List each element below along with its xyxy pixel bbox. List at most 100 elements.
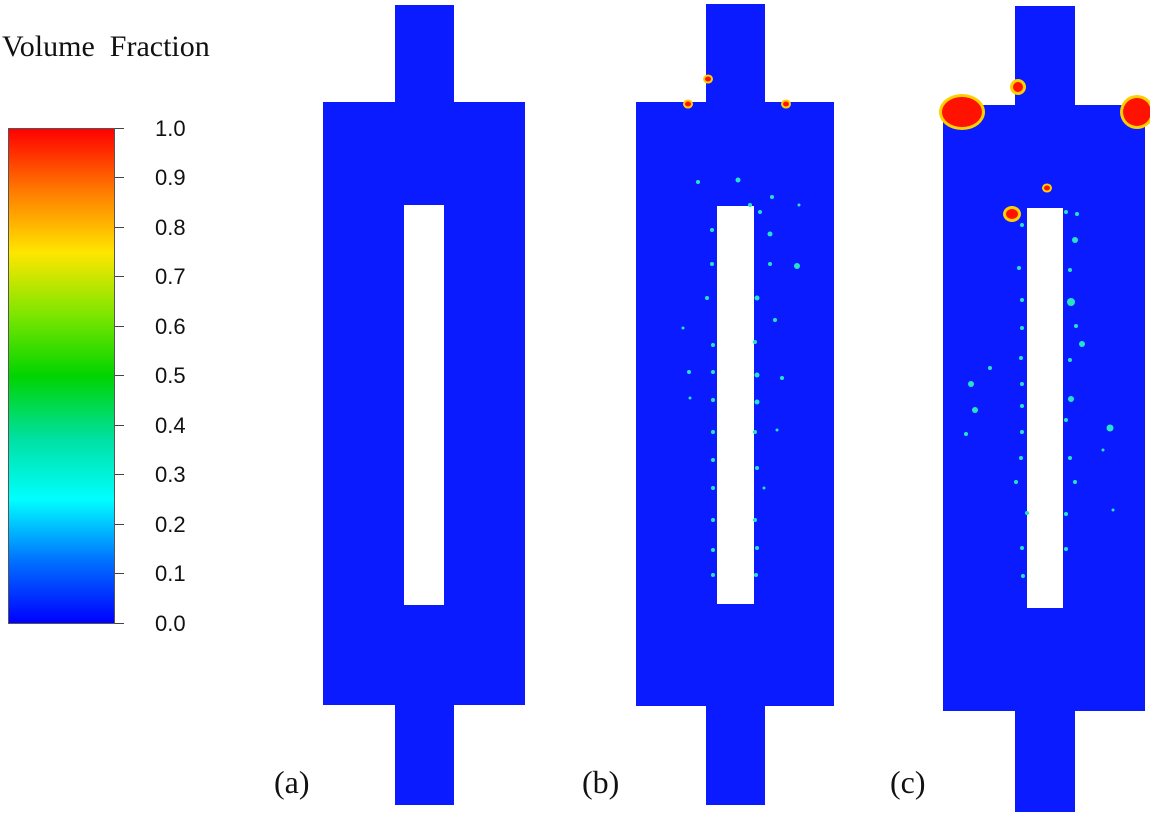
bubble bbox=[797, 203, 801, 207]
bubble bbox=[1020, 404, 1024, 408]
bubble bbox=[1014, 480, 1018, 484]
center-obstacle bbox=[1027, 208, 1063, 608]
bubble bbox=[770, 195, 774, 199]
bubble bbox=[762, 486, 766, 490]
bubble bbox=[1068, 396, 1074, 402]
bubble bbox=[681, 326, 685, 330]
bubble bbox=[1068, 358, 1072, 362]
bubble bbox=[758, 210, 762, 214]
bubble bbox=[755, 466, 759, 470]
bubble bbox=[964, 432, 968, 436]
bubble bbox=[1017, 266, 1021, 270]
bubble bbox=[1073, 480, 1077, 484]
bubble bbox=[754, 399, 760, 405]
colorbar-label: 0.4 bbox=[155, 413, 186, 438]
bubble bbox=[1111, 508, 1115, 512]
bubble bbox=[711, 548, 715, 552]
bubble bbox=[696, 180, 700, 184]
bubble bbox=[1079, 341, 1085, 347]
colorbar-label: 1.0 bbox=[155, 116, 186, 141]
bubble bbox=[783, 101, 789, 107]
bubble bbox=[748, 203, 752, 207]
panel-b bbox=[636, 4, 834, 805]
colorbar-label: 0.0 bbox=[155, 611, 186, 636]
colorbar-label: 0.6 bbox=[155, 314, 186, 339]
bubble bbox=[1044, 185, 1050, 191]
bubble bbox=[711, 518, 715, 522]
bubble bbox=[753, 518, 757, 522]
colorbar-tick bbox=[115, 326, 124, 327]
colorbar-label: 0.8 bbox=[155, 215, 186, 240]
bubble bbox=[1020, 430, 1024, 434]
colorbar-tick bbox=[115, 177, 124, 178]
bubble bbox=[711, 430, 715, 434]
colorbar-label: 0.3 bbox=[155, 462, 186, 487]
bubble bbox=[1020, 298, 1024, 302]
bubble bbox=[1019, 356, 1023, 360]
bubble bbox=[775, 428, 779, 432]
colorbar-tick bbox=[115, 474, 124, 475]
panel-label-b: (b) bbox=[582, 764, 620, 800]
bubble bbox=[1020, 326, 1024, 330]
bubble bbox=[1020, 382, 1024, 386]
bubble bbox=[705, 76, 711, 82]
bubble bbox=[711, 398, 715, 402]
bubble bbox=[794, 263, 800, 269]
center-obstacle bbox=[404, 205, 444, 605]
panel-c bbox=[939, 6, 1150, 812]
bubble bbox=[754, 372, 760, 378]
bubble bbox=[754, 295, 760, 301]
colorbar-tick bbox=[115, 524, 124, 525]
bubble bbox=[1019, 456, 1023, 460]
bubble bbox=[711, 458, 715, 462]
bubble bbox=[711, 343, 715, 347]
colorbar-label: 0.1 bbox=[155, 561, 186, 586]
bubble bbox=[754, 573, 758, 577]
panel-label-c: (c) bbox=[890, 764, 926, 800]
colorbar-tick bbox=[115, 573, 124, 574]
bubble bbox=[688, 396, 692, 400]
bubble bbox=[711, 370, 715, 374]
bubble bbox=[972, 407, 978, 413]
bubble bbox=[968, 381, 974, 387]
colorbar-tick bbox=[115, 227, 124, 228]
inlet-channel bbox=[395, 5, 454, 105]
panel-label-a: (a) bbox=[274, 764, 310, 800]
bubble bbox=[753, 340, 757, 344]
bubble bbox=[1025, 511, 1029, 515]
panel-a bbox=[323, 5, 525, 805]
bubble bbox=[1064, 418, 1068, 422]
bubble bbox=[1021, 574, 1025, 578]
colorbar-label: 0.2 bbox=[155, 512, 186, 537]
bubble bbox=[735, 177, 741, 183]
bubble bbox=[1067, 298, 1075, 306]
bubble-group bbox=[681, 74, 801, 577]
colorbar-label: 0.9 bbox=[155, 165, 186, 190]
bubble bbox=[1101, 448, 1105, 452]
bubble bbox=[767, 231, 773, 237]
bubble bbox=[755, 546, 759, 550]
bubble bbox=[1106, 424, 1114, 432]
colorbar bbox=[8, 128, 115, 624]
bubble bbox=[1064, 512, 1068, 516]
bubble bbox=[780, 376, 784, 380]
bubble bbox=[1020, 223, 1024, 227]
bubble bbox=[1123, 98, 1150, 126]
bubble bbox=[685, 101, 691, 107]
colorbar-title: Volume Fraction bbox=[2, 30, 210, 63]
bubble-group bbox=[939, 79, 1150, 578]
bubble bbox=[1020, 546, 1024, 550]
bubble bbox=[1064, 547, 1068, 551]
colorbar-tick bbox=[115, 425, 124, 426]
bubble bbox=[1074, 324, 1078, 328]
colorbar-tick bbox=[115, 375, 124, 376]
colorbar-label: 0.7 bbox=[155, 264, 186, 289]
inlet-channel bbox=[1015, 6, 1075, 108]
outlet-channel bbox=[1015, 708, 1075, 812]
outlet-channel bbox=[395, 702, 454, 805]
bubble bbox=[710, 228, 714, 232]
bubble bbox=[1068, 456, 1072, 460]
center-obstacle bbox=[717, 206, 754, 604]
bubble bbox=[1068, 268, 1072, 272]
